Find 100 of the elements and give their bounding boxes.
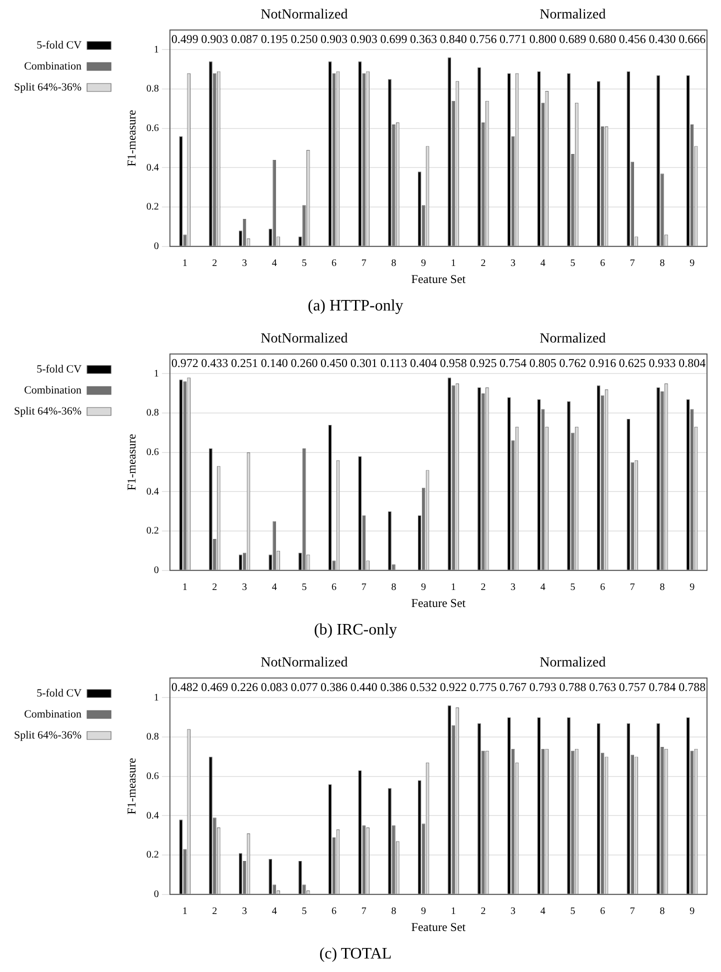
x-tick-label: 8 xyxy=(660,258,665,270)
legend-label: Split 64%-36% xyxy=(14,729,82,742)
legend-label: Combination xyxy=(24,60,82,72)
annotation: 0.840 xyxy=(440,32,467,46)
annotation: 0.666 xyxy=(678,32,706,46)
x-tick-label: 3 xyxy=(510,582,516,594)
x-tick-label: 3 xyxy=(510,258,516,270)
annotation: 0.922 xyxy=(440,680,467,694)
x-tick-label: 1 xyxy=(182,582,188,594)
legend-label: Combination xyxy=(24,708,82,720)
annotation: 0.363 xyxy=(410,32,438,46)
y-tick-label: 0.6 xyxy=(146,446,159,458)
x-tick-label: 2 xyxy=(480,582,486,594)
x-tick-label: 3 xyxy=(510,906,516,918)
annotation: 0.903 xyxy=(320,32,348,46)
annotation: 0.754 xyxy=(500,356,527,370)
y-tick-label: 1 xyxy=(154,368,159,380)
annotation: 0.762 xyxy=(559,356,586,370)
x-tick-label: 3 xyxy=(242,582,248,594)
y-tick-label: 0.4 xyxy=(146,810,159,822)
annotation: 0.469 xyxy=(201,680,228,694)
x-axis-title: Feature Set xyxy=(411,272,466,286)
y-tick-label: 0.6 xyxy=(146,122,159,134)
annotation: 0.113 xyxy=(380,356,407,370)
x-tick-label: 6 xyxy=(332,258,337,270)
legend-label: Combination xyxy=(24,384,82,396)
x-tick-label: 6 xyxy=(332,906,337,918)
x-tick-label: 9 xyxy=(690,906,695,918)
x-tick-label: 8 xyxy=(391,906,396,918)
x-tick-label: 4 xyxy=(540,582,546,594)
y-tick-label: 0.8 xyxy=(146,732,159,743)
y-tick-label: 0.4 xyxy=(146,162,159,174)
text: Normalized xyxy=(540,656,606,671)
annotation: 0.456 xyxy=(618,32,646,46)
text: (c) TOTAL xyxy=(319,946,392,963)
x-tick-label: 8 xyxy=(391,582,396,594)
x-tick-label: 8 xyxy=(391,258,396,270)
x-tick-label: 6 xyxy=(600,582,606,594)
x-axis-title: Feature Set xyxy=(411,596,466,610)
annotation: 0.756 xyxy=(470,32,497,46)
x-tick-label: 9 xyxy=(421,582,426,594)
x-tick-label: 5 xyxy=(302,906,307,918)
x-tick-label: 7 xyxy=(630,906,635,918)
text: NotNormalized xyxy=(260,8,348,23)
legend-label: Split 64%-36% xyxy=(14,405,82,418)
annotation: 0.805 xyxy=(529,356,556,370)
annotation: 0.699 xyxy=(380,32,408,46)
x-tick-label: 7 xyxy=(361,258,366,270)
legend-label: Split 64%-36% xyxy=(14,81,82,94)
x-tick-label: 8 xyxy=(660,582,665,594)
annotation: 0.625 xyxy=(618,356,646,370)
x-tick-label: 6 xyxy=(600,258,606,270)
y-tick-label: 1 xyxy=(154,44,159,56)
x-tick-label: 5 xyxy=(570,906,576,918)
x-tick-label: 6 xyxy=(332,582,337,594)
annotation: 0.933 xyxy=(648,356,676,370)
annotation: 0.251 xyxy=(231,356,258,370)
annotation: 0.260 xyxy=(290,356,318,370)
annotation: 0.793 xyxy=(529,680,556,694)
annotation: 0.958 xyxy=(440,356,467,370)
x-tick-label: 1 xyxy=(182,906,188,918)
x-tick-label: 5 xyxy=(570,258,576,270)
annotation: 0.788 xyxy=(678,680,706,694)
annotation: 0.450 xyxy=(320,356,348,370)
x-tick-label: 4 xyxy=(540,906,546,918)
annotation: 0.440 xyxy=(350,680,378,694)
annotation: 0.087 xyxy=(231,32,258,46)
y-tick-label: 0 xyxy=(154,889,159,900)
x-tick-label: 4 xyxy=(272,906,277,918)
annotation: 0.499 xyxy=(171,32,198,46)
x-tick-label: 7 xyxy=(630,582,635,594)
annotation: 0.077 xyxy=(290,680,318,694)
annotation: 0.804 xyxy=(678,356,706,370)
annotation: 0.771 xyxy=(500,32,527,46)
annotation: 0.767 xyxy=(500,680,527,694)
x-tick-label: 5 xyxy=(302,258,307,270)
y-tick-label: 0 xyxy=(154,565,159,576)
y-tick-label: 0.8 xyxy=(146,84,159,95)
annotation: 0.775 xyxy=(470,680,497,694)
annotation: 0.916 xyxy=(589,356,616,370)
annotation: 0.532 xyxy=(410,680,438,694)
x-tick-label: 3 xyxy=(242,258,248,270)
annotation: 0.250 xyxy=(290,32,318,46)
x-tick-label: 7 xyxy=(361,906,366,918)
x-tick-label: 1 xyxy=(182,258,188,270)
legend-label: 5-fold CV xyxy=(36,39,82,52)
annotation: 0.800 xyxy=(529,32,556,46)
y-tick-label: 0.6 xyxy=(146,770,159,782)
legend-label: 5-fold CV xyxy=(36,363,82,376)
text: (b) IRC-only xyxy=(314,622,398,639)
x-tick-label: 4 xyxy=(540,258,546,270)
annotation: 0.972 xyxy=(171,356,198,370)
annotation: 0.226 xyxy=(231,680,258,694)
x-tick-label: 9 xyxy=(690,258,695,270)
x-tick-label: 9 xyxy=(690,582,695,594)
text: Normalized xyxy=(540,332,606,347)
x-tick-label: 3 xyxy=(242,906,248,918)
annotation: 0.482 xyxy=(171,680,198,694)
y-axis-title: F1-measure xyxy=(124,758,138,815)
annotation: 0.386 xyxy=(380,680,408,694)
